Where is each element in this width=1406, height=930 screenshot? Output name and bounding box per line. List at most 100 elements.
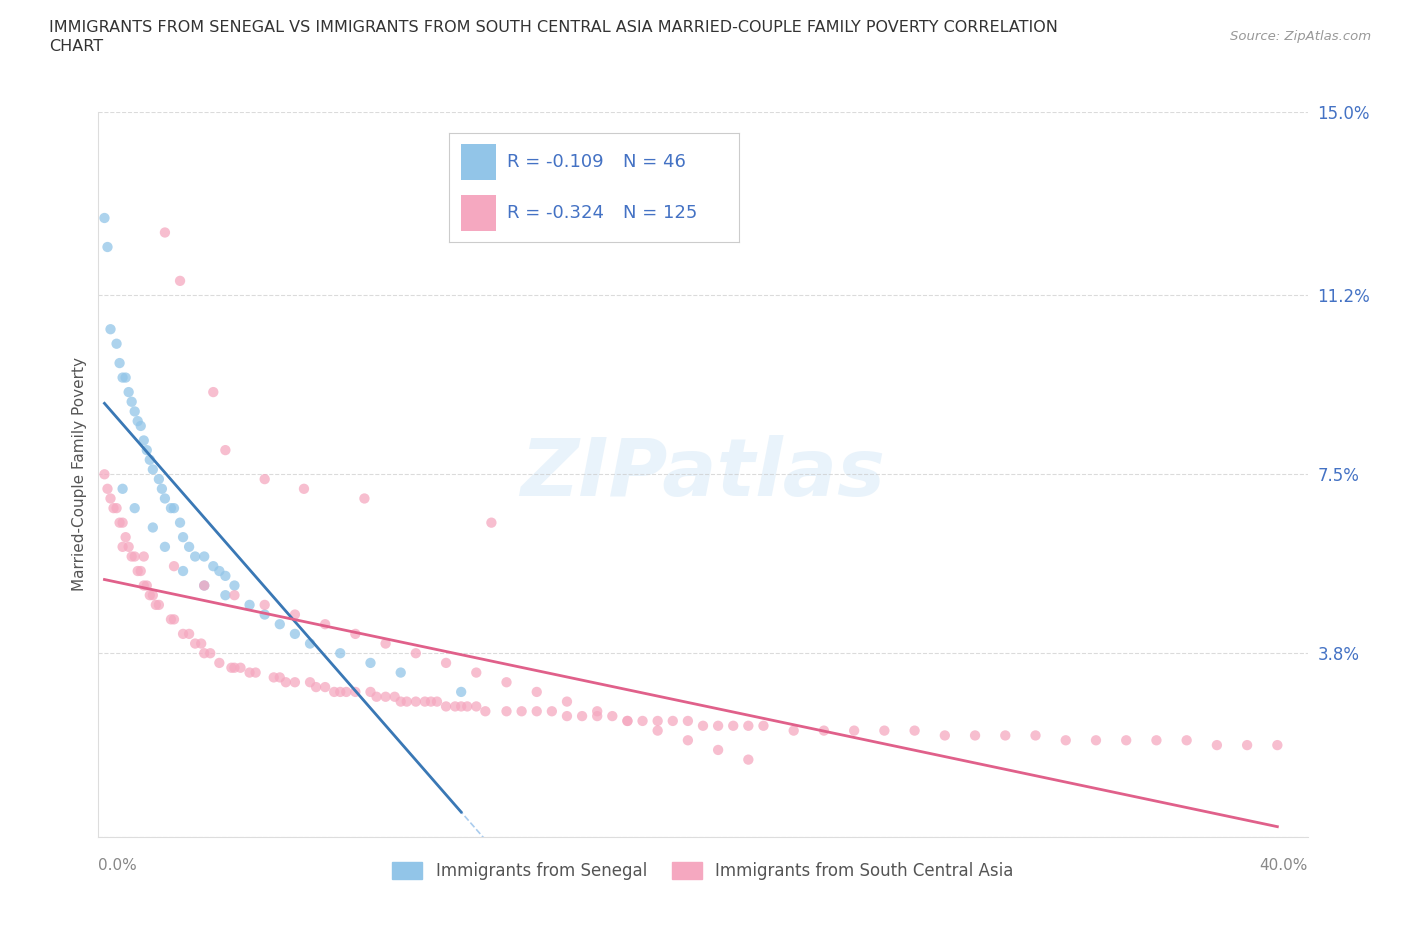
Point bbox=[111, 515, 134, 530]
Point bbox=[214, 443, 236, 458]
Y-axis label: Married-Couple Family Poverty: Married-Couple Family Poverty bbox=[72, 357, 87, 591]
Point bbox=[292, 482, 315, 497]
Point bbox=[172, 627, 194, 642]
Point bbox=[229, 660, 252, 675]
Text: 0.0%: 0.0% bbox=[98, 857, 138, 872]
Point bbox=[214, 588, 236, 603]
Point bbox=[100, 322, 122, 337]
Point bbox=[179, 539, 201, 554]
Point bbox=[263, 670, 285, 684]
Text: ZIPatlas: ZIPatlas bbox=[520, 435, 886, 513]
Point bbox=[245, 665, 267, 680]
Point bbox=[269, 670, 291, 684]
Point bbox=[208, 656, 231, 671]
Point bbox=[299, 675, 322, 690]
Legend: Immigrants from Senegal, Immigrants from South Central Asia: Immigrants from Senegal, Immigrants from… bbox=[385, 856, 1021, 886]
Point bbox=[737, 718, 759, 733]
Point bbox=[118, 385, 141, 400]
Point bbox=[160, 500, 183, 515]
Point bbox=[374, 689, 396, 704]
Point bbox=[360, 656, 382, 671]
Point bbox=[1206, 737, 1229, 752]
Point bbox=[413, 694, 436, 709]
Point bbox=[224, 578, 246, 593]
Point bbox=[465, 665, 488, 680]
Point bbox=[172, 530, 194, 545]
Point bbox=[105, 337, 128, 352]
Point bbox=[676, 733, 699, 748]
Point bbox=[366, 689, 388, 704]
Point bbox=[405, 645, 427, 660]
Point bbox=[335, 684, 357, 699]
Point bbox=[586, 704, 609, 719]
Point bbox=[193, 578, 215, 593]
Point bbox=[420, 694, 443, 709]
Point bbox=[208, 564, 231, 578]
Point bbox=[647, 713, 669, 728]
Point bbox=[153, 491, 176, 506]
Point bbox=[329, 645, 352, 660]
Point bbox=[450, 684, 472, 699]
Point bbox=[163, 500, 186, 515]
Point bbox=[631, 713, 654, 728]
Point bbox=[160, 612, 183, 627]
Point bbox=[127, 564, 149, 578]
Point bbox=[305, 680, 328, 695]
Point bbox=[124, 549, 146, 564]
Point bbox=[1085, 733, 1108, 748]
Point bbox=[1236, 737, 1258, 752]
Point bbox=[184, 549, 207, 564]
Point bbox=[179, 627, 201, 642]
Point bbox=[344, 627, 367, 642]
Point bbox=[111, 482, 134, 497]
Point bbox=[555, 694, 578, 709]
Point bbox=[153, 539, 176, 554]
Point bbox=[148, 597, 170, 612]
Point bbox=[571, 709, 593, 724]
Point bbox=[314, 617, 336, 631]
Point bbox=[224, 660, 246, 675]
Point bbox=[118, 539, 141, 554]
Point bbox=[124, 500, 146, 515]
Point bbox=[169, 515, 191, 530]
Point bbox=[200, 645, 222, 660]
Point bbox=[202, 385, 225, 400]
Point bbox=[389, 665, 412, 680]
Point bbox=[129, 564, 152, 578]
Point bbox=[586, 709, 609, 724]
Point bbox=[135, 443, 157, 458]
Text: 40.0%: 40.0% bbox=[1260, 857, 1308, 872]
Point bbox=[269, 617, 291, 631]
Point bbox=[111, 370, 134, 385]
Point bbox=[540, 704, 562, 719]
Point bbox=[616, 713, 638, 728]
Point bbox=[374, 636, 396, 651]
Point bbox=[510, 704, 533, 719]
Point bbox=[284, 607, 307, 622]
Point bbox=[135, 578, 157, 593]
Point bbox=[434, 699, 457, 714]
Point bbox=[329, 684, 352, 699]
Point bbox=[389, 694, 412, 709]
Point bbox=[450, 699, 472, 714]
Point bbox=[1024, 728, 1046, 743]
Point bbox=[1267, 737, 1289, 752]
Point bbox=[395, 694, 418, 709]
Point bbox=[114, 370, 136, 385]
Point bbox=[904, 724, 927, 738]
Point bbox=[100, 491, 122, 506]
Point bbox=[555, 709, 578, 724]
Point bbox=[132, 549, 155, 564]
Point bbox=[163, 559, 186, 574]
Point bbox=[353, 491, 375, 506]
Point bbox=[132, 433, 155, 448]
Point bbox=[142, 588, 165, 603]
Point bbox=[121, 394, 143, 409]
Point bbox=[1054, 733, 1077, 748]
Point bbox=[481, 515, 503, 530]
Point bbox=[111, 539, 134, 554]
Point bbox=[384, 689, 406, 704]
Point bbox=[239, 665, 262, 680]
Point bbox=[108, 355, 131, 370]
Point bbox=[105, 500, 128, 515]
